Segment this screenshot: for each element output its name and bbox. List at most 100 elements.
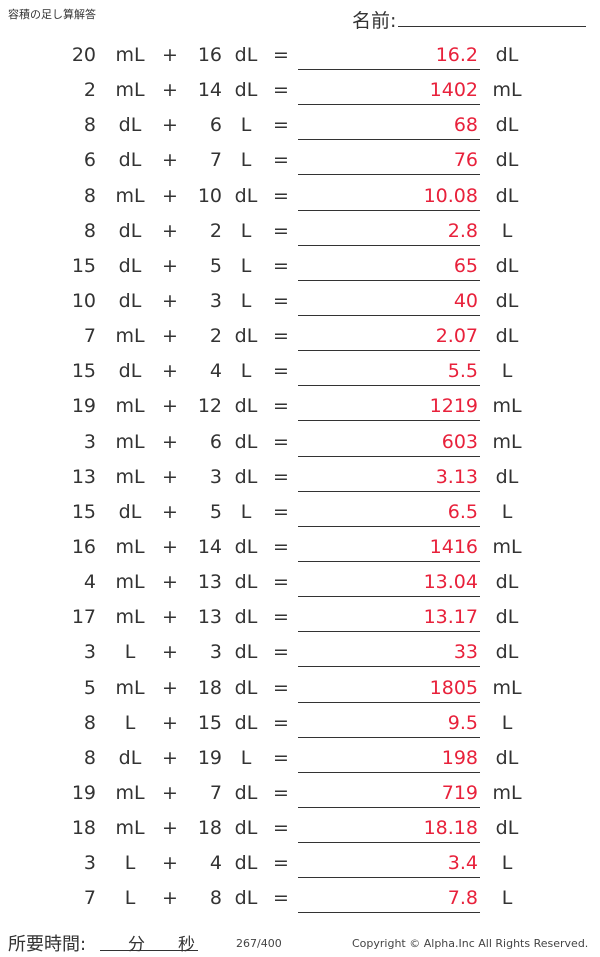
equals-sign: =: [273, 289, 289, 312]
second-unit: dL: [234, 79, 258, 102]
answer-value[interactable]: 9.5: [447, 711, 478, 734]
problem-row: 13 mL +3 dL = 3.13 dL: [0, 460, 600, 495]
plus-sign: +: [162, 781, 178, 804]
answer-line: [298, 736, 480, 738]
answer-line: [298, 455, 480, 457]
second-unit: dL: [234, 395, 258, 418]
second-unit: dL: [234, 781, 258, 804]
problem-row: 8 dL +6 L = 68 dL: [0, 108, 600, 143]
equals-sign: =: [273, 325, 289, 348]
equals-sign: =: [273, 149, 289, 172]
seconds-label: 秒: [178, 935, 195, 955]
first-unit: dL: [118, 360, 142, 383]
answer-value[interactable]: 76: [453, 149, 478, 172]
plus-sign: +: [162, 535, 178, 558]
problem-row: 8 L +15 dL = 9.5 L: [0, 706, 600, 741]
first-unit: L: [124, 641, 136, 664]
plus-sign: +: [162, 817, 178, 840]
answer-value[interactable]: 13.04: [423, 571, 478, 594]
equals-sign: =: [273, 430, 289, 453]
first-operand: 18: [71, 817, 96, 840]
answer-value[interactable]: 2.8: [447, 219, 478, 242]
plus-sign: +: [162, 289, 178, 312]
plus-sign: +: [162, 184, 178, 207]
second-unit: dL: [234, 887, 258, 910]
equals-sign: =: [273, 79, 289, 102]
answer-value[interactable]: 3.4: [447, 852, 478, 875]
answer-unit: dL: [495, 114, 519, 137]
problem-row: 15 dL +5 L = 65 dL: [0, 249, 600, 284]
first-operand: 8: [83, 711, 96, 734]
answer-value[interactable]: 33: [453, 641, 478, 664]
name-field-line[interactable]: [398, 26, 586, 27]
answer-value[interactable]: 1805: [429, 676, 478, 699]
answer-line: [298, 314, 480, 316]
answer-value[interactable]: 65: [453, 254, 478, 277]
first-operand: 8: [83, 114, 96, 137]
plus-sign: +: [162, 325, 178, 348]
first-operand: 5: [83, 676, 96, 699]
equals-sign: =: [273, 500, 289, 523]
second-operand: 3: [209, 465, 222, 488]
plus-sign: +: [162, 254, 178, 277]
problem-row: 7 mL +2 dL = 2.07 dL: [0, 319, 600, 354]
answer-unit: dL: [495, 465, 519, 488]
equals-sign: =: [273, 781, 289, 804]
answer-line: [298, 560, 480, 562]
answer-value[interactable]: 5.5: [447, 360, 478, 383]
first-unit: mL: [115, 676, 145, 699]
second-unit: L: [240, 149, 252, 172]
second-operand: 12: [197, 395, 222, 418]
answer-unit: dL: [495, 817, 519, 840]
answer-unit: mL: [492, 430, 522, 453]
second-unit: L: [240, 254, 252, 277]
answer-value[interactable]: 3.13: [435, 465, 478, 488]
plus-sign: +: [162, 44, 178, 66]
answer-line: [298, 350, 480, 352]
answer-value[interactable]: 18.18: [423, 817, 478, 840]
first-operand: 4: [83, 571, 96, 594]
answer-line: [298, 666, 480, 668]
first-operand: 13: [71, 465, 96, 488]
first-unit: dL: [118, 500, 142, 523]
answer-value[interactable]: 6.5: [447, 500, 478, 523]
time-field-line[interactable]: [100, 950, 198, 951]
second-unit: L: [240, 360, 252, 383]
first-operand: 8: [83, 184, 96, 207]
answer-unit: L: [501, 360, 513, 383]
equals-sign: =: [273, 746, 289, 769]
answer-value[interactable]: 719: [441, 781, 478, 804]
answer-value[interactable]: 1219: [429, 395, 478, 418]
answer-line: [298, 139, 480, 141]
answer-value[interactable]: 2.07: [435, 325, 478, 348]
problem-row: 18 mL +18 dL = 18.18 dL: [0, 811, 600, 846]
answer-value[interactable]: 603: [441, 430, 478, 453]
answer-unit: L: [501, 711, 513, 734]
first-operand: 8: [83, 219, 96, 242]
first-operand: 3: [83, 852, 96, 875]
plus-sign: +: [162, 887, 178, 910]
answer-line: [298, 631, 480, 633]
plus-sign: +: [162, 79, 178, 102]
second-operand: 7: [209, 149, 222, 172]
answer-unit: L: [501, 219, 513, 242]
first-unit: dL: [118, 746, 142, 769]
problem-row: 3 mL +6 dL = 603 mL: [0, 425, 600, 460]
answer-value[interactable]: 16.2: [435, 44, 478, 66]
first-unit: dL: [118, 289, 142, 312]
name-label: 名前:: [352, 10, 397, 32]
second-unit: dL: [234, 711, 258, 734]
answer-value[interactable]: 1416: [429, 535, 478, 558]
answer-value[interactable]: 40: [453, 289, 478, 312]
second-operand: 6: [209, 430, 222, 453]
answer-value[interactable]: 198: [441, 746, 478, 769]
answer-value[interactable]: 10.08: [423, 184, 478, 207]
answer-value[interactable]: 68: [453, 114, 478, 137]
answer-unit: dL: [495, 184, 519, 207]
answer-value[interactable]: 13.17: [423, 606, 478, 629]
equals-sign: =: [273, 44, 289, 66]
answer-value[interactable]: 1402: [429, 79, 478, 102]
second-unit: dL: [234, 535, 258, 558]
answer-value[interactable]: 7.8: [447, 887, 478, 910]
time-label: 所要時間:: [8, 934, 87, 955]
